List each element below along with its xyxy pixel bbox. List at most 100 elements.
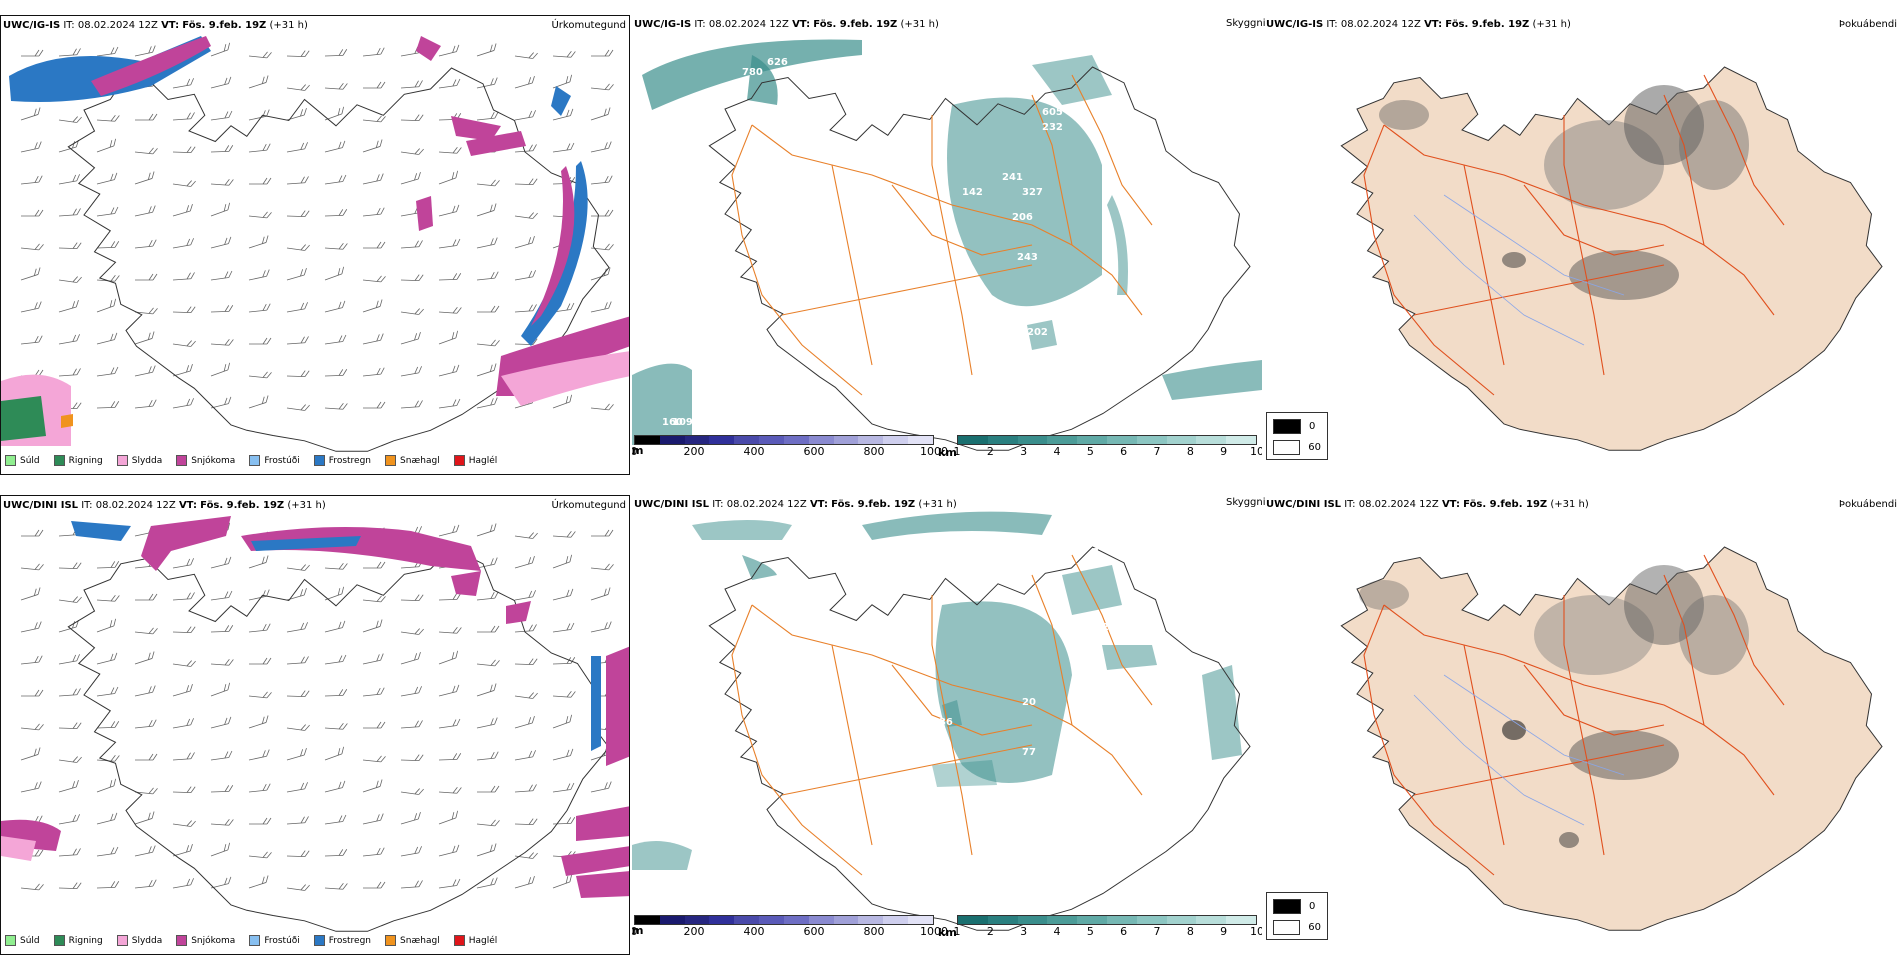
legend-item: Súld: [5, 455, 40, 466]
height-label: 3: [1092, 547, 1099, 558]
precip-legend: Súld Rigning Slydda Snjókoma Frostúði Frostre…: [5, 455, 497, 466]
legend-item: Haglél: [453, 455, 498, 466]
legend-item: Rigning: [53, 455, 103, 466]
panel-title: Úrkomutegund: [551, 20, 626, 31]
legend-swatch: [453, 455, 465, 466]
height-colorbar: 0 200 400 600 800 1000 m: [632, 435, 948, 458]
height-colorbar: 0 200 400 600 800 1000 m: [632, 915, 948, 938]
low-cloud-areas: [632, 511, 1242, 870]
legend-label: Frostregn: [328, 455, 372, 466]
fog-key-2: 0 60: [1266, 892, 1328, 940]
height-label: 77: [1022, 747, 1036, 758]
fog-key-1: 0 60: [1266, 412, 1328, 460]
legend-label: Haglél: [468, 455, 498, 466]
fog-panel-1: UWC/IG-IS IT: 08.02.2024 12Z VT: Fös. 9.…: [1264, 15, 1900, 475]
legend-swatch: [453, 935, 465, 946]
legend-label: Frostúði: [264, 455, 300, 466]
legend-item: Frostúði: [249, 455, 300, 466]
wind-barbs: [20, 522, 629, 891]
legend-swatch: [249, 455, 261, 466]
visibility-unit: km: [938, 926, 957, 939]
fog-panel-2: UWC/DINI ISL IT: 08.02.2024 12Z VT: Fös.…: [1264, 495, 1900, 955]
legend-label: Slydda: [131, 935, 163, 946]
cloud-panel-title-2: Skyggni: [1226, 497, 1266, 508]
legend-label: Rigning: [68, 455, 103, 466]
panel-header: UWC/DINI ISL IT: 08.02.2024 12Z VT: Fös.…: [3, 500, 326, 511]
land-fill: [1340, 66, 1883, 451]
legend-item: Rigning: [53, 935, 103, 946]
legend-swatch: [313, 455, 325, 466]
iceland-outline: [708, 66, 1251, 451]
iceland-outline: [67, 67, 610, 452]
legend-item: Slydda: [116, 935, 163, 946]
cloud-base-panel-2: UWC/DINI ISL IT: 08.02.2024 12Z VT: Fös.…: [632, 495, 1262, 955]
fog-map: [1340, 546, 1883, 931]
panel-header: UWC/IG-IS IT: 08.02.2024 12Z VT: Fös. 9.…: [3, 20, 308, 31]
precip-legend: Súld Rigning Slydda Snjókoma Frostúði Frostre…: [5, 935, 497, 946]
fog-shading: [1379, 85, 1749, 300]
legend-swatch: [53, 455, 65, 466]
height-label: 965: [770, 547, 791, 558]
legend-swatch: [5, 935, 16, 946]
legend-swatch: [385, 455, 397, 466]
legend-swatch: [176, 935, 188, 946]
legend-item: Súld: [5, 935, 40, 946]
legend-swatch: [385, 935, 397, 946]
legend-item: Snæhagl: [385, 935, 440, 946]
visibility-colorbar: 1 2 3 4 5 6 7 8 9 10: [954, 915, 1262, 938]
legend-item: Slydda: [116, 455, 162, 466]
legend-label: Snæhagl: [400, 455, 440, 466]
height-label: 327: [1022, 187, 1043, 198]
legend-label: Snjókoma: [191, 935, 236, 946]
legend-swatch: [53, 935, 65, 946]
legend-item: Snjókoma: [176, 455, 235, 466]
legend-item: Snæhagl: [385, 455, 440, 466]
panel-title: Úrkomutegund: [551, 500, 626, 511]
visibility-colorbar: 1 2 3 4 5 6 7 8 9 10: [954, 435, 1262, 458]
legend-label: Snjókoma: [191, 455, 236, 466]
height-label: 160: [662, 417, 683, 428]
legend-label: Súld: [20, 935, 40, 946]
legend-label: Súld: [20, 455, 40, 466]
legend-item: Snjókoma: [176, 935, 235, 946]
precip-areas: [1, 516, 629, 898]
height-label: 626: [767, 57, 788, 68]
height-label: 28: [1102, 257, 1116, 268]
iceland-outline: [708, 546, 1251, 931]
legend-item: Frostúði: [249, 935, 300, 946]
legend-item: Frostregn: [313, 935, 372, 946]
panel-title: Þokuábendi: [1838, 19, 1897, 30]
height-label: 202: [1027, 327, 1048, 338]
panel-title: Þokuábendi: [1838, 499, 1897, 510]
land-fill: [1340, 546, 1883, 931]
road-network: [1363, 554, 1785, 876]
iceland-outline: [67, 547, 610, 932]
wind-barbs: [20, 42, 629, 411]
legend-label: Haglél: [468, 935, 498, 946]
precip-map: [1, 36, 629, 452]
legend-label: Rigning: [68, 935, 103, 946]
legend-label: Frostregn: [328, 935, 372, 946]
height-label: 243: [1017, 252, 1038, 263]
height-label: 20: [1022, 697, 1036, 708]
legend-label: Snæhagl: [400, 935, 440, 946]
height-labels: 965 3 21 20 236 77: [770, 547, 1116, 758]
height-label: 236: [932, 717, 953, 728]
road-network: [731, 554, 1153, 876]
height-label: 109: [672, 417, 693, 428]
cloud-base-panel-1: UWC/IG-IS IT: 08.02.2024 12Z VT: Fös. 9.…: [632, 15, 1262, 475]
legend-swatch: [5, 455, 16, 466]
height-label: 21: [1102, 622, 1116, 633]
legend-swatch: [313, 935, 325, 946]
legend-item: Frostregn: [313, 455, 372, 466]
road-network: [1363, 74, 1785, 396]
panel-header: UWC/DINI ISL IT: 08.02.2024 12Z VT: Fös.…: [634, 499, 957, 510]
precip-areas: [1, 36, 629, 446]
panel-header: UWC/DINI ISL IT: 08.02.2024 12Z VT: Fös.…: [1266, 499, 1589, 510]
legend-swatch: [176, 455, 188, 466]
road-network: [731, 74, 1153, 396]
legend-swatch: [249, 935, 261, 946]
legend-swatch: [116, 455, 128, 466]
low-cloud-areas: [632, 39, 1262, 445]
